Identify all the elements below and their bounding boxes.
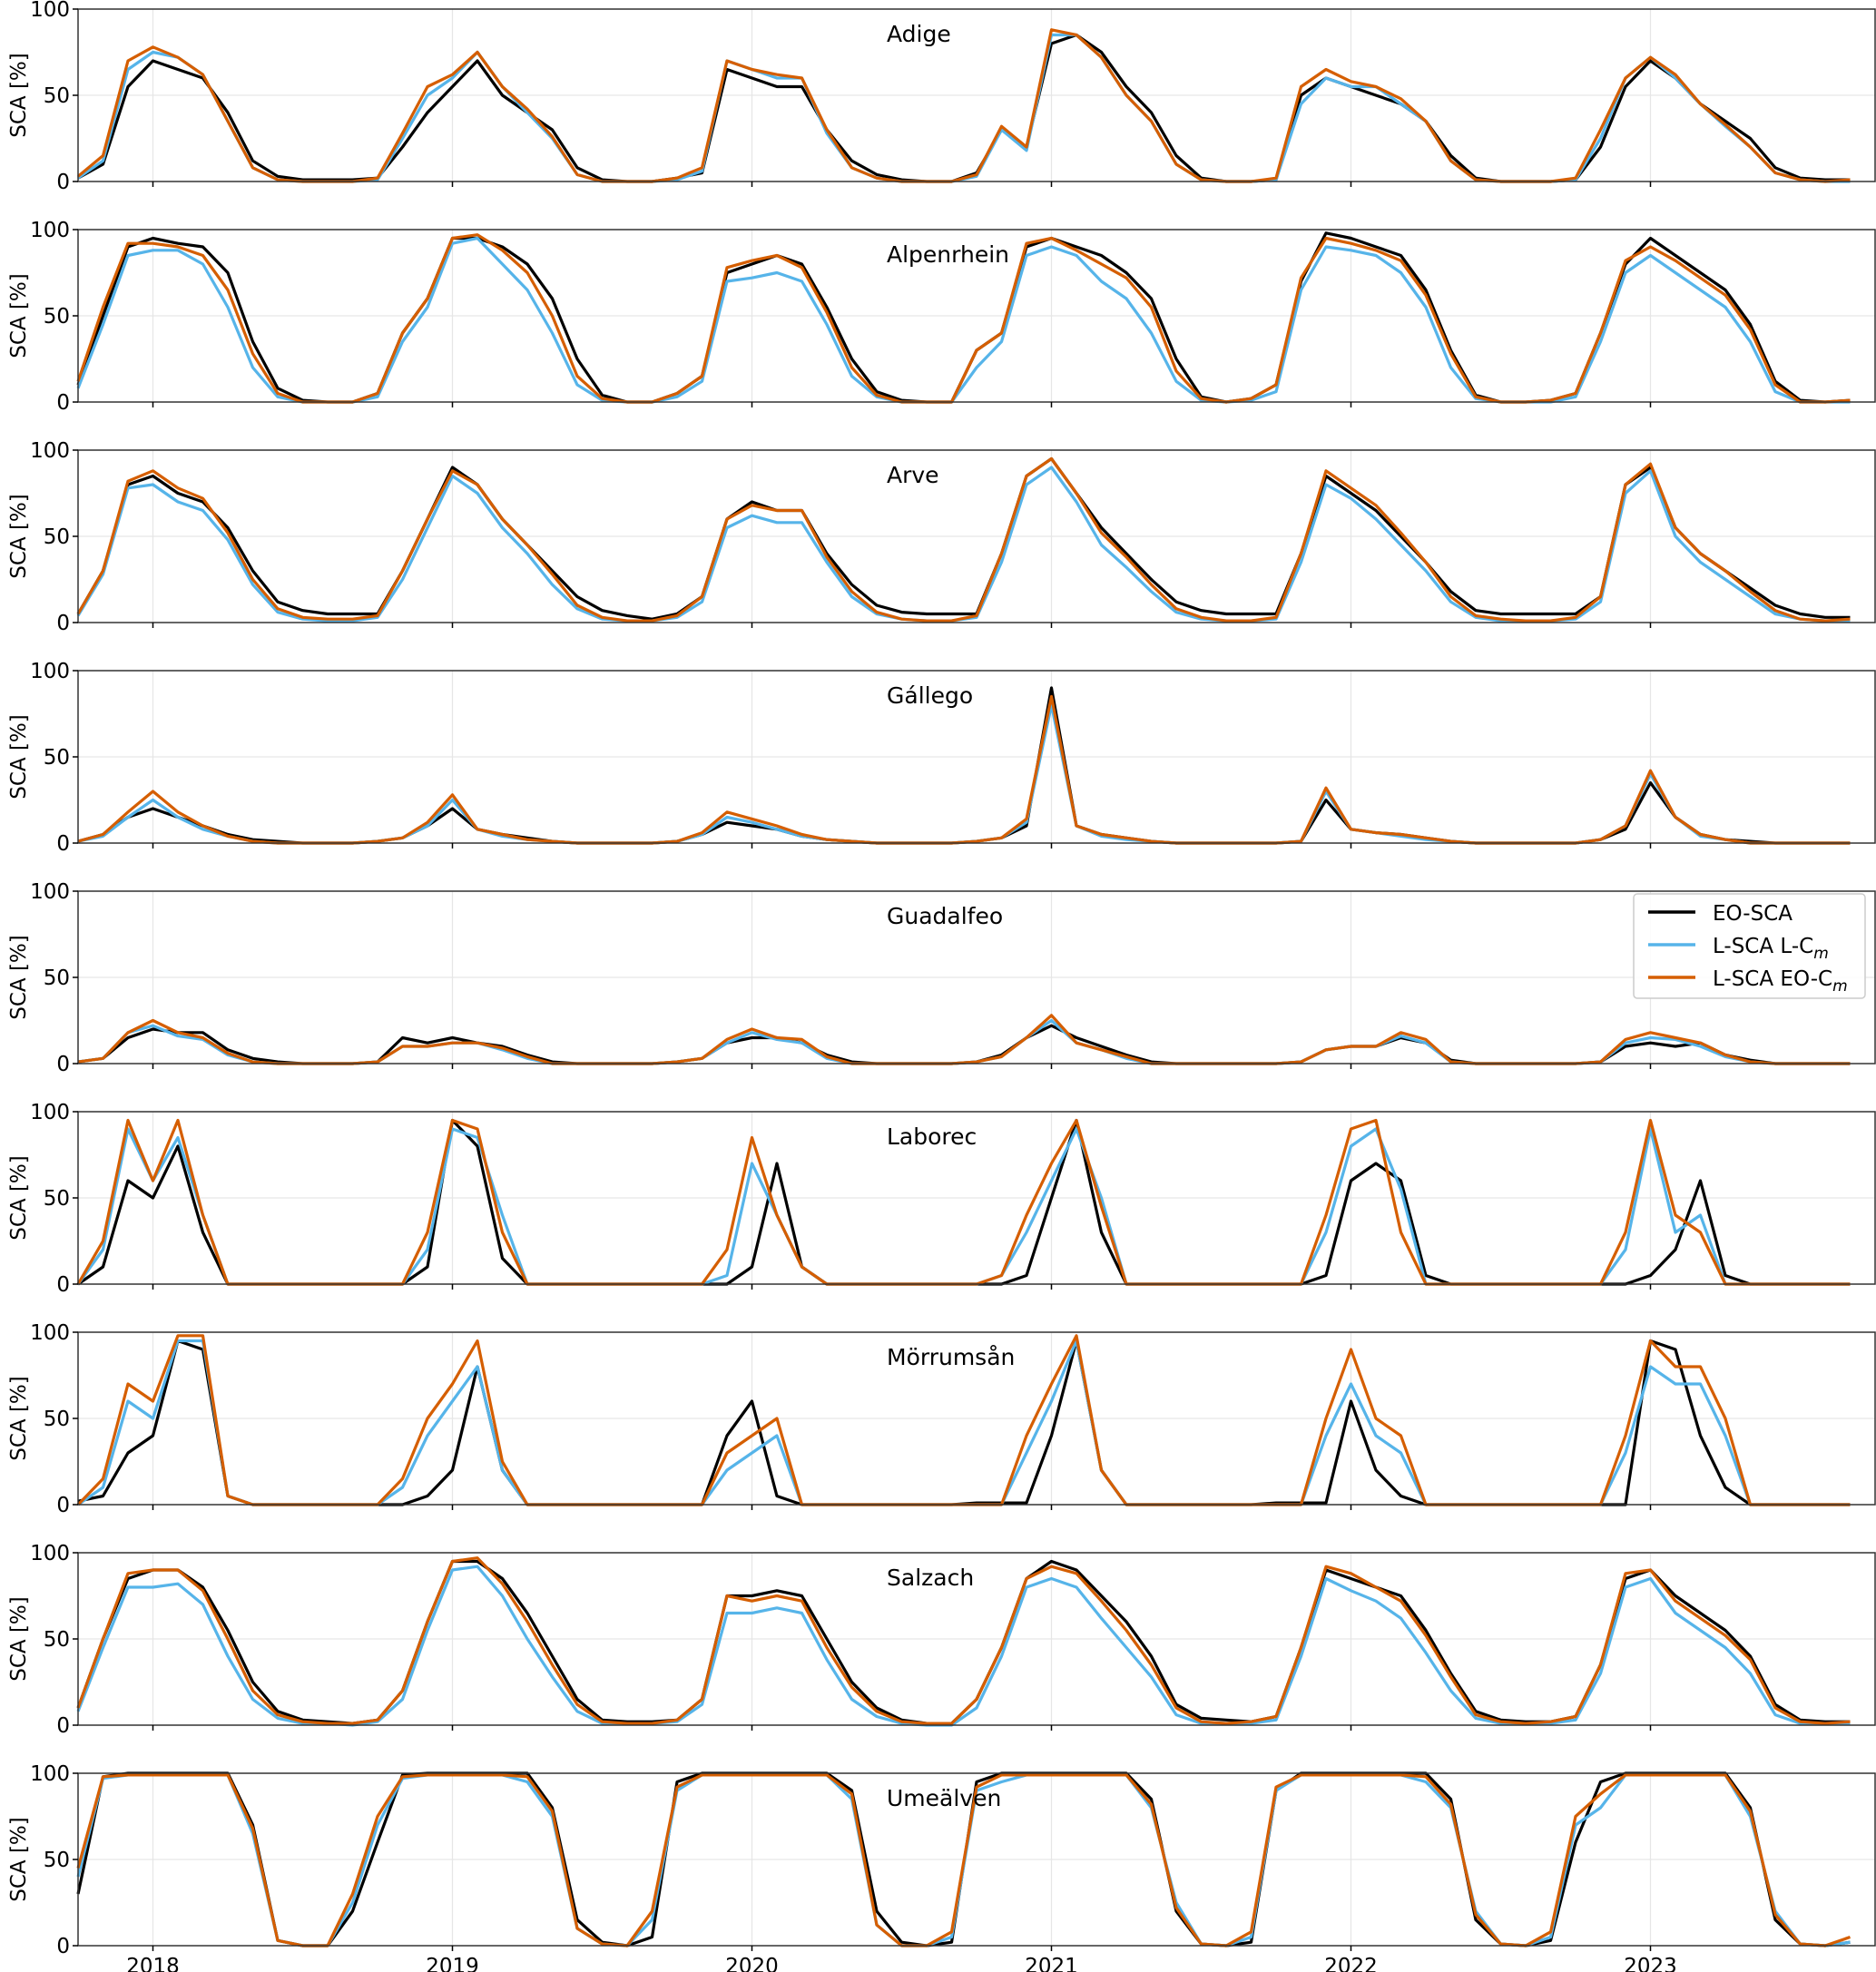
x-tick-label: 2022 xyxy=(1324,1955,1378,1972)
y-tick-label: 50 xyxy=(44,1628,70,1652)
x-tick-label: 2018 xyxy=(126,1955,180,1972)
y-axis-label: SCA [%] xyxy=(7,1596,31,1682)
legend-label-l-sca-l-cm: L-SCA L-Cm xyxy=(1713,935,1829,963)
panel-salzach: 0 50 100 SCA [%] Salzach xyxy=(7,1542,1876,1738)
y-axis-label: SCA [%] xyxy=(7,494,31,579)
x-tick-label: 2019 xyxy=(426,1955,479,1972)
panel-title: Gállego xyxy=(887,682,973,709)
y-tick-label: 0 xyxy=(56,1494,70,1517)
eo-sca-line xyxy=(77,1024,1851,1065)
y-tick-label: 50 xyxy=(44,1187,70,1211)
legend-label-l-sca-eo-cm: L-SCA EO-Cm xyxy=(1713,967,1848,996)
panel-arve: 0 50 100 SCA [%] Arve xyxy=(7,439,1876,635)
y-tick-label: 100 xyxy=(30,1321,70,1345)
l-sca-eo-cm-line xyxy=(76,28,1851,183)
y-axis-label: SCA [%] xyxy=(7,1155,31,1241)
y-tick-label: 0 xyxy=(56,1053,70,1076)
y-tick-label: 0 xyxy=(56,171,70,194)
x-axis-ticks: 2018 2019 2020 2021 2022 2023 xyxy=(126,1955,1677,1972)
y-axis-label: SCA [%] xyxy=(7,1817,31,1902)
l-sca-l-cm-line xyxy=(76,1127,1851,1286)
y-tick-label: 100 xyxy=(30,439,70,463)
y-tick-label: 0 xyxy=(56,832,70,856)
y-tick-label: 100 xyxy=(30,0,70,22)
y-tick-label: 50 xyxy=(44,1408,70,1431)
y-tick-label: 0 xyxy=(56,391,70,415)
l-sca-l-cm-line xyxy=(77,703,1851,845)
l-sca-eo-cm-line xyxy=(76,1556,1851,1725)
y-tick-label: 0 xyxy=(56,612,70,635)
l-sca-eo-cm-line xyxy=(76,456,1851,623)
l-sca-l-cm-line xyxy=(77,1018,1851,1065)
panel-title: Salzach xyxy=(887,1565,974,1591)
panel-guadalfeo: 0 50 100 SCA [%] Guadalfeo xyxy=(7,880,1876,1076)
y-tick-label: 0 xyxy=(56,1714,70,1738)
y-tick-label: 0 xyxy=(56,1935,70,1958)
panel-title: Arve xyxy=(887,462,939,488)
y-tick-label: 100 xyxy=(30,1542,70,1565)
y-axis-label: SCA [%] xyxy=(7,273,31,358)
panel-title: Mörrumsån xyxy=(887,1344,1015,1370)
y-tick-label: 50 xyxy=(44,525,70,549)
panel-title: Adige xyxy=(887,21,951,47)
panel-title: Laborec xyxy=(887,1123,977,1150)
y-axis-label: SCA [%] xyxy=(7,53,31,138)
panels: 0 50 100 SCA [%] Adige 0 50 100 SCA [%] Alpenrhei… xyxy=(7,0,1876,1958)
panel-adige: 0 50 100 SCA [%] Adige xyxy=(7,0,1876,194)
panel-umeälven: 0 50 100 SCA [%] Umeälven xyxy=(7,1762,1876,1958)
panel-gállego: 0 50 100 SCA [%] Gállego xyxy=(7,660,1876,856)
legend-label-eo-sca: EO-SCA xyxy=(1713,902,1793,926)
y-axis-label: SCA [%] xyxy=(7,935,31,1020)
x-tick-label: 2023 xyxy=(1624,1955,1677,1972)
eo-sca-line xyxy=(77,686,1851,845)
panel-laborec: 0 50 100 SCA [%] Laborec xyxy=(7,1101,1876,1297)
l-sca-l-cm-line xyxy=(76,236,1851,404)
y-tick-label: 100 xyxy=(30,219,70,242)
y-tick-label: 100 xyxy=(30,880,70,904)
y-tick-label: 100 xyxy=(30,1101,70,1124)
panel-title: Alpenrhein xyxy=(887,241,1009,268)
legend: EO-SCA L-SCA L-Cm L-SCA EO-Cm xyxy=(1633,893,1866,999)
panel-alpenrhein: 0 50 100 SCA [%] Alpenrhein xyxy=(7,219,1876,415)
y-tick-label: 50 xyxy=(44,84,70,108)
y-axis-label: SCA [%] xyxy=(7,1376,31,1461)
panel-mörrumsån: 0 50 100 SCA [%] Mörrumsån xyxy=(7,1321,1876,1517)
l-sca-eo-cm-line xyxy=(77,1014,1851,1065)
y-tick-label: 50 xyxy=(44,1849,70,1872)
y-tick-label: 100 xyxy=(30,1762,70,1786)
y-tick-label: 50 xyxy=(44,305,70,329)
y-tick-label: 50 xyxy=(44,966,70,990)
panel-title: Umeälven xyxy=(887,1785,1001,1811)
x-tick-label: 2021 xyxy=(1025,1955,1078,1972)
eo-sca-line xyxy=(76,456,1851,621)
y-tick-label: 0 xyxy=(56,1273,70,1297)
x-tick-label: 2020 xyxy=(725,1955,779,1972)
l-sca-eo-cm-line xyxy=(76,233,1851,404)
y-tick-label: 100 xyxy=(30,660,70,683)
l-sca-eo-cm-line xyxy=(76,1773,1851,1947)
l-sca-l-cm-line xyxy=(76,1565,1851,1727)
l-sca-eo-cm-line xyxy=(77,694,1851,845)
legend-box xyxy=(1633,893,1866,999)
l-sca-l-cm-line xyxy=(76,466,1851,623)
panel-title: Guadalfeo xyxy=(887,903,1003,929)
y-tick-label: 50 xyxy=(44,746,70,770)
y-axis-label: SCA [%] xyxy=(7,714,31,800)
